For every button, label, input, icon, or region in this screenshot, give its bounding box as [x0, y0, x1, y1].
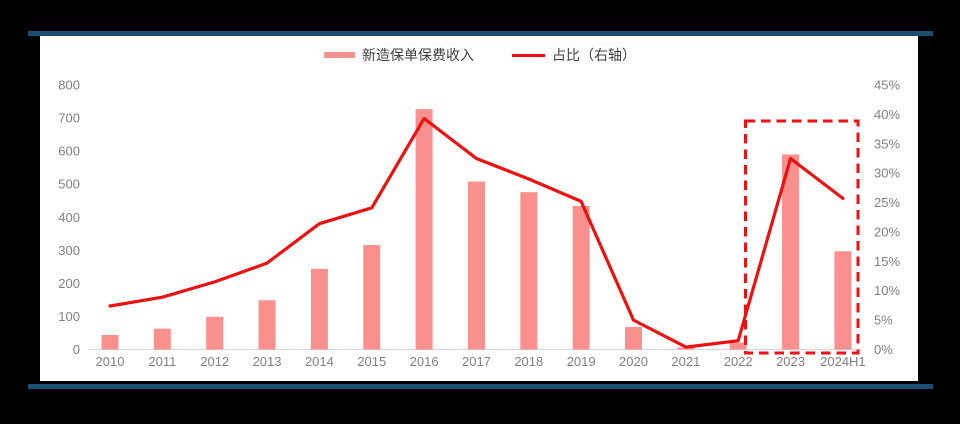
y-left-tick-label: 700 — [58, 111, 80, 126]
x-tick-label-2019: 2019 — [567, 354, 596, 369]
x-tick-label-2011: 2011 — [148, 354, 176, 369]
bar-2011 — [153, 328, 171, 350]
bar-2013 — [258, 300, 276, 350]
x-tick-label-2015: 2015 — [357, 354, 386, 369]
y-right-tick-label: 20% — [874, 224, 900, 239]
x-tick-label-2021: 2021 — [671, 354, 700, 369]
bar-2024H1 — [834, 251, 852, 350]
y-left-tick-label: 800 — [58, 78, 80, 93]
bar-2012 — [206, 316, 224, 350]
x-tick-label-2023: 2023 — [776, 354, 805, 369]
top-accent-bar — [28, 31, 933, 36]
bar-2015 — [363, 245, 381, 350]
x-tick-label-2014: 2014 — [305, 354, 334, 369]
y-right-tick-label: 10% — [874, 283, 900, 298]
bottom-accent-bar — [28, 384, 933, 389]
bar-2020 — [625, 327, 642, 350]
y-left-tick-label: 200 — [58, 276, 80, 291]
y-right-tick-label: 35% — [874, 136, 900, 151]
y-right-tick-label: 40% — [874, 107, 900, 122]
y-left-tick-label: 0 — [73, 342, 80, 357]
bar-2018 — [520, 192, 538, 350]
y-left-tick-label: 100 — [58, 309, 80, 324]
y-right-tick-label: 5% — [874, 313, 893, 328]
y-right-tick-label: 15% — [874, 254, 900, 269]
bar-2019 — [572, 206, 590, 350]
bar-2016 — [415, 109, 433, 350]
bar-2022 — [729, 342, 747, 350]
y-right-tick-label: 25% — [874, 195, 900, 210]
y-right-tick-label: 0% — [874, 342, 893, 357]
x-tick-label-2018: 2018 — [514, 354, 543, 369]
y-right-tick-label: 45% — [874, 78, 900, 93]
x-tick-label-2020: 2020 — [619, 354, 648, 369]
y-right-tick-label: 30% — [874, 166, 900, 181]
x-tick-label-2010: 2010 — [96, 354, 125, 369]
y-left-tick-label: 300 — [58, 243, 80, 258]
x-tick-label-2022: 2022 — [724, 354, 753, 369]
x-tick-label-2024H1: 2024H1 — [820, 354, 866, 369]
share-line — [108, 116, 845, 349]
y-left-tick-label: 600 — [58, 144, 80, 159]
bar-2023 — [782, 154, 800, 350]
bar-2010 — [101, 334, 119, 350]
bar-2014 — [310, 268, 328, 350]
x-tick-label-2017: 2017 — [462, 354, 491, 369]
x-tick-label-2016: 2016 — [410, 354, 439, 369]
y-left-tick-label: 500 — [58, 177, 80, 192]
bar-2017 — [467, 181, 485, 350]
x-tick-label-2013: 2013 — [253, 354, 282, 369]
x-tick-label-2012: 2012 — [200, 354, 229, 369]
y-left-tick-label: 400 — [58, 210, 80, 225]
